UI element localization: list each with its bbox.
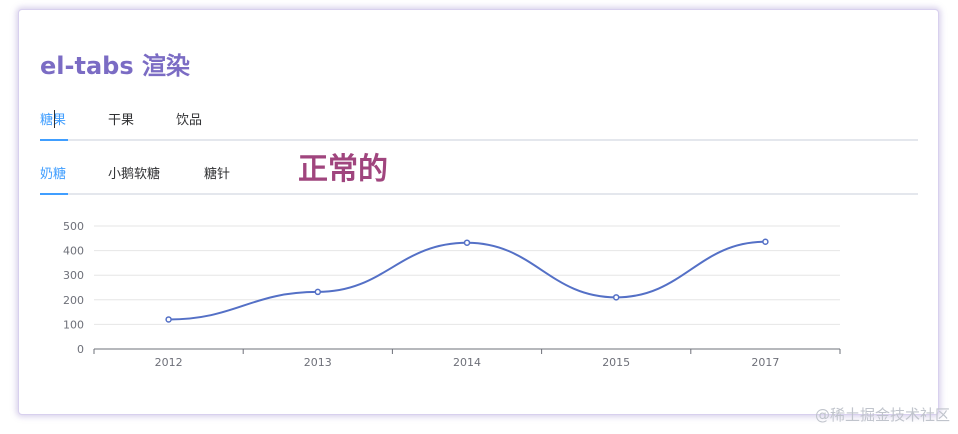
tab-dried-fruit[interactable]: 干果 bbox=[108, 113, 135, 128]
x-tick-label: 2017 bbox=[751, 356, 779, 369]
text-cursor bbox=[54, 110, 55, 128]
tab-marshmallow[interactable]: 小鹅软糖 bbox=[108, 167, 161, 182]
tab-candy[interactable]: 糖果 bbox=[40, 113, 67, 128]
page-title: el-tabs 渲染 bbox=[40, 52, 190, 80]
data-point bbox=[165, 316, 172, 323]
x-tick-label: 2014 bbox=[453, 356, 481, 369]
x-tick-label: 2015 bbox=[602, 356, 630, 369]
y-tick-label: 500 bbox=[63, 220, 84, 233]
data-point bbox=[762, 238, 769, 245]
active-inner-tab-indicator bbox=[40, 193, 68, 195]
x-tick-label: 2013 bbox=[304, 356, 332, 369]
tab-drinks[interactable]: 饮品 bbox=[176, 113, 203, 128]
tab-milk-candy[interactable]: 奶糖 bbox=[40, 167, 67, 182]
active-tab-indicator bbox=[40, 139, 68, 141]
tabs-card bbox=[18, 9, 939, 415]
y-tick-label: 0 bbox=[77, 343, 84, 356]
outer-tab-bar: 糖果 干果 饮品 bbox=[40, 103, 918, 141]
y-tick-label: 400 bbox=[63, 245, 84, 258]
data-point bbox=[463, 239, 471, 246]
line-chart: 0 100 200 300 400 500 2012 2013 2014 2015 2017 bbox=[63, 220, 841, 369]
data-point bbox=[314, 288, 322, 296]
annotation-text: 正常的 bbox=[298, 152, 388, 187]
series-line bbox=[168, 240, 766, 321]
y-tick-label: 200 bbox=[63, 294, 84, 307]
x-tick-label: 2012 bbox=[155, 356, 183, 369]
watermark: @稀土掘金技术社区 bbox=[814, 406, 950, 424]
data-point bbox=[612, 294, 620, 301]
tab-sprinkles[interactable]: 糖针 bbox=[204, 167, 231, 182]
y-tick-label: 100 bbox=[63, 318, 84, 331]
inner-tab-bar: 奶糖 小鹅软糖 糖针 bbox=[40, 157, 918, 195]
y-tick-label: 300 bbox=[63, 269, 84, 282]
